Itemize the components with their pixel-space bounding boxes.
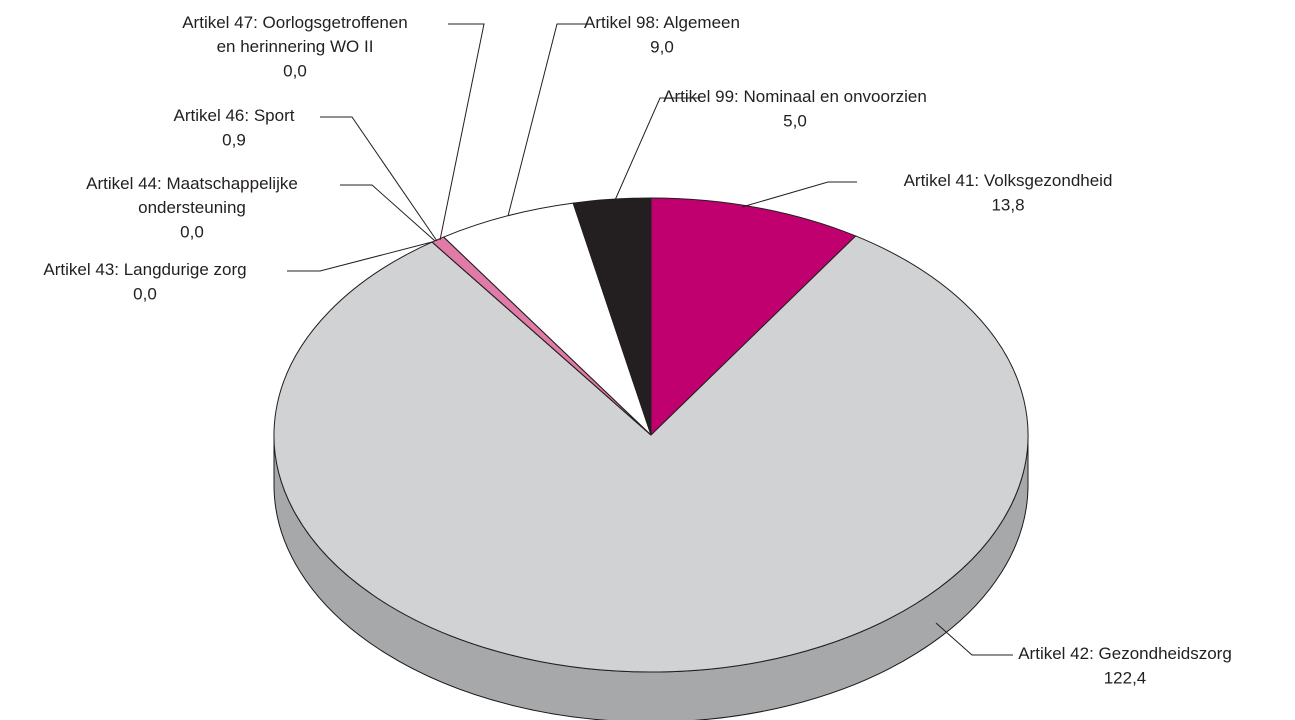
value-label: 0,0	[133, 284, 157, 303]
leader-line	[507, 23, 593, 217]
value-label: 13,8	[991, 195, 1024, 214]
leader-line	[287, 241, 433, 272]
value-label: 0,9	[222, 130, 246, 149]
pie-slice	[273, 235, 1029, 673]
pie-slice	[572, 197, 652, 436]
slice-label: Artikel 43: Langdurige zorg	[43, 260, 246, 279]
value-label: 0,0	[180, 222, 204, 241]
value-label: 122,4	[1104, 668, 1147, 687]
value-label: 9,0	[650, 37, 674, 56]
slice-label: Artikel 42: Gezondheidszorg	[1018, 644, 1232, 663]
leader-line	[741, 181, 857, 208]
pie-slice	[442, 202, 652, 436]
slice-label: Artikel 99: Nominaal en onvoorzien	[663, 87, 927, 106]
value-label: 0,0	[283, 61, 307, 80]
leader-line	[439, 23, 485, 241]
slice-label: Artikel 46: Sport	[174, 106, 295, 125]
slice-label: Artikel 98: Algemeen	[584, 13, 740, 32]
value-label: 5,0	[783, 111, 807, 130]
slice-label: Artikel 41: Volksgezondheid	[904, 171, 1113, 190]
leader-line	[935, 622, 1013, 656]
slice-label: Artikel 47: Oorlogsgetroffenen en herinne…	[182, 13, 408, 56]
slice-label: Artikel 44: Maatschappelijke ondersteunin…	[86, 174, 298, 217]
pie-slice	[650, 197, 857, 437]
leader-line	[320, 116, 438, 242]
leader-line	[340, 184, 436, 242]
leader-line	[611, 97, 700, 208]
